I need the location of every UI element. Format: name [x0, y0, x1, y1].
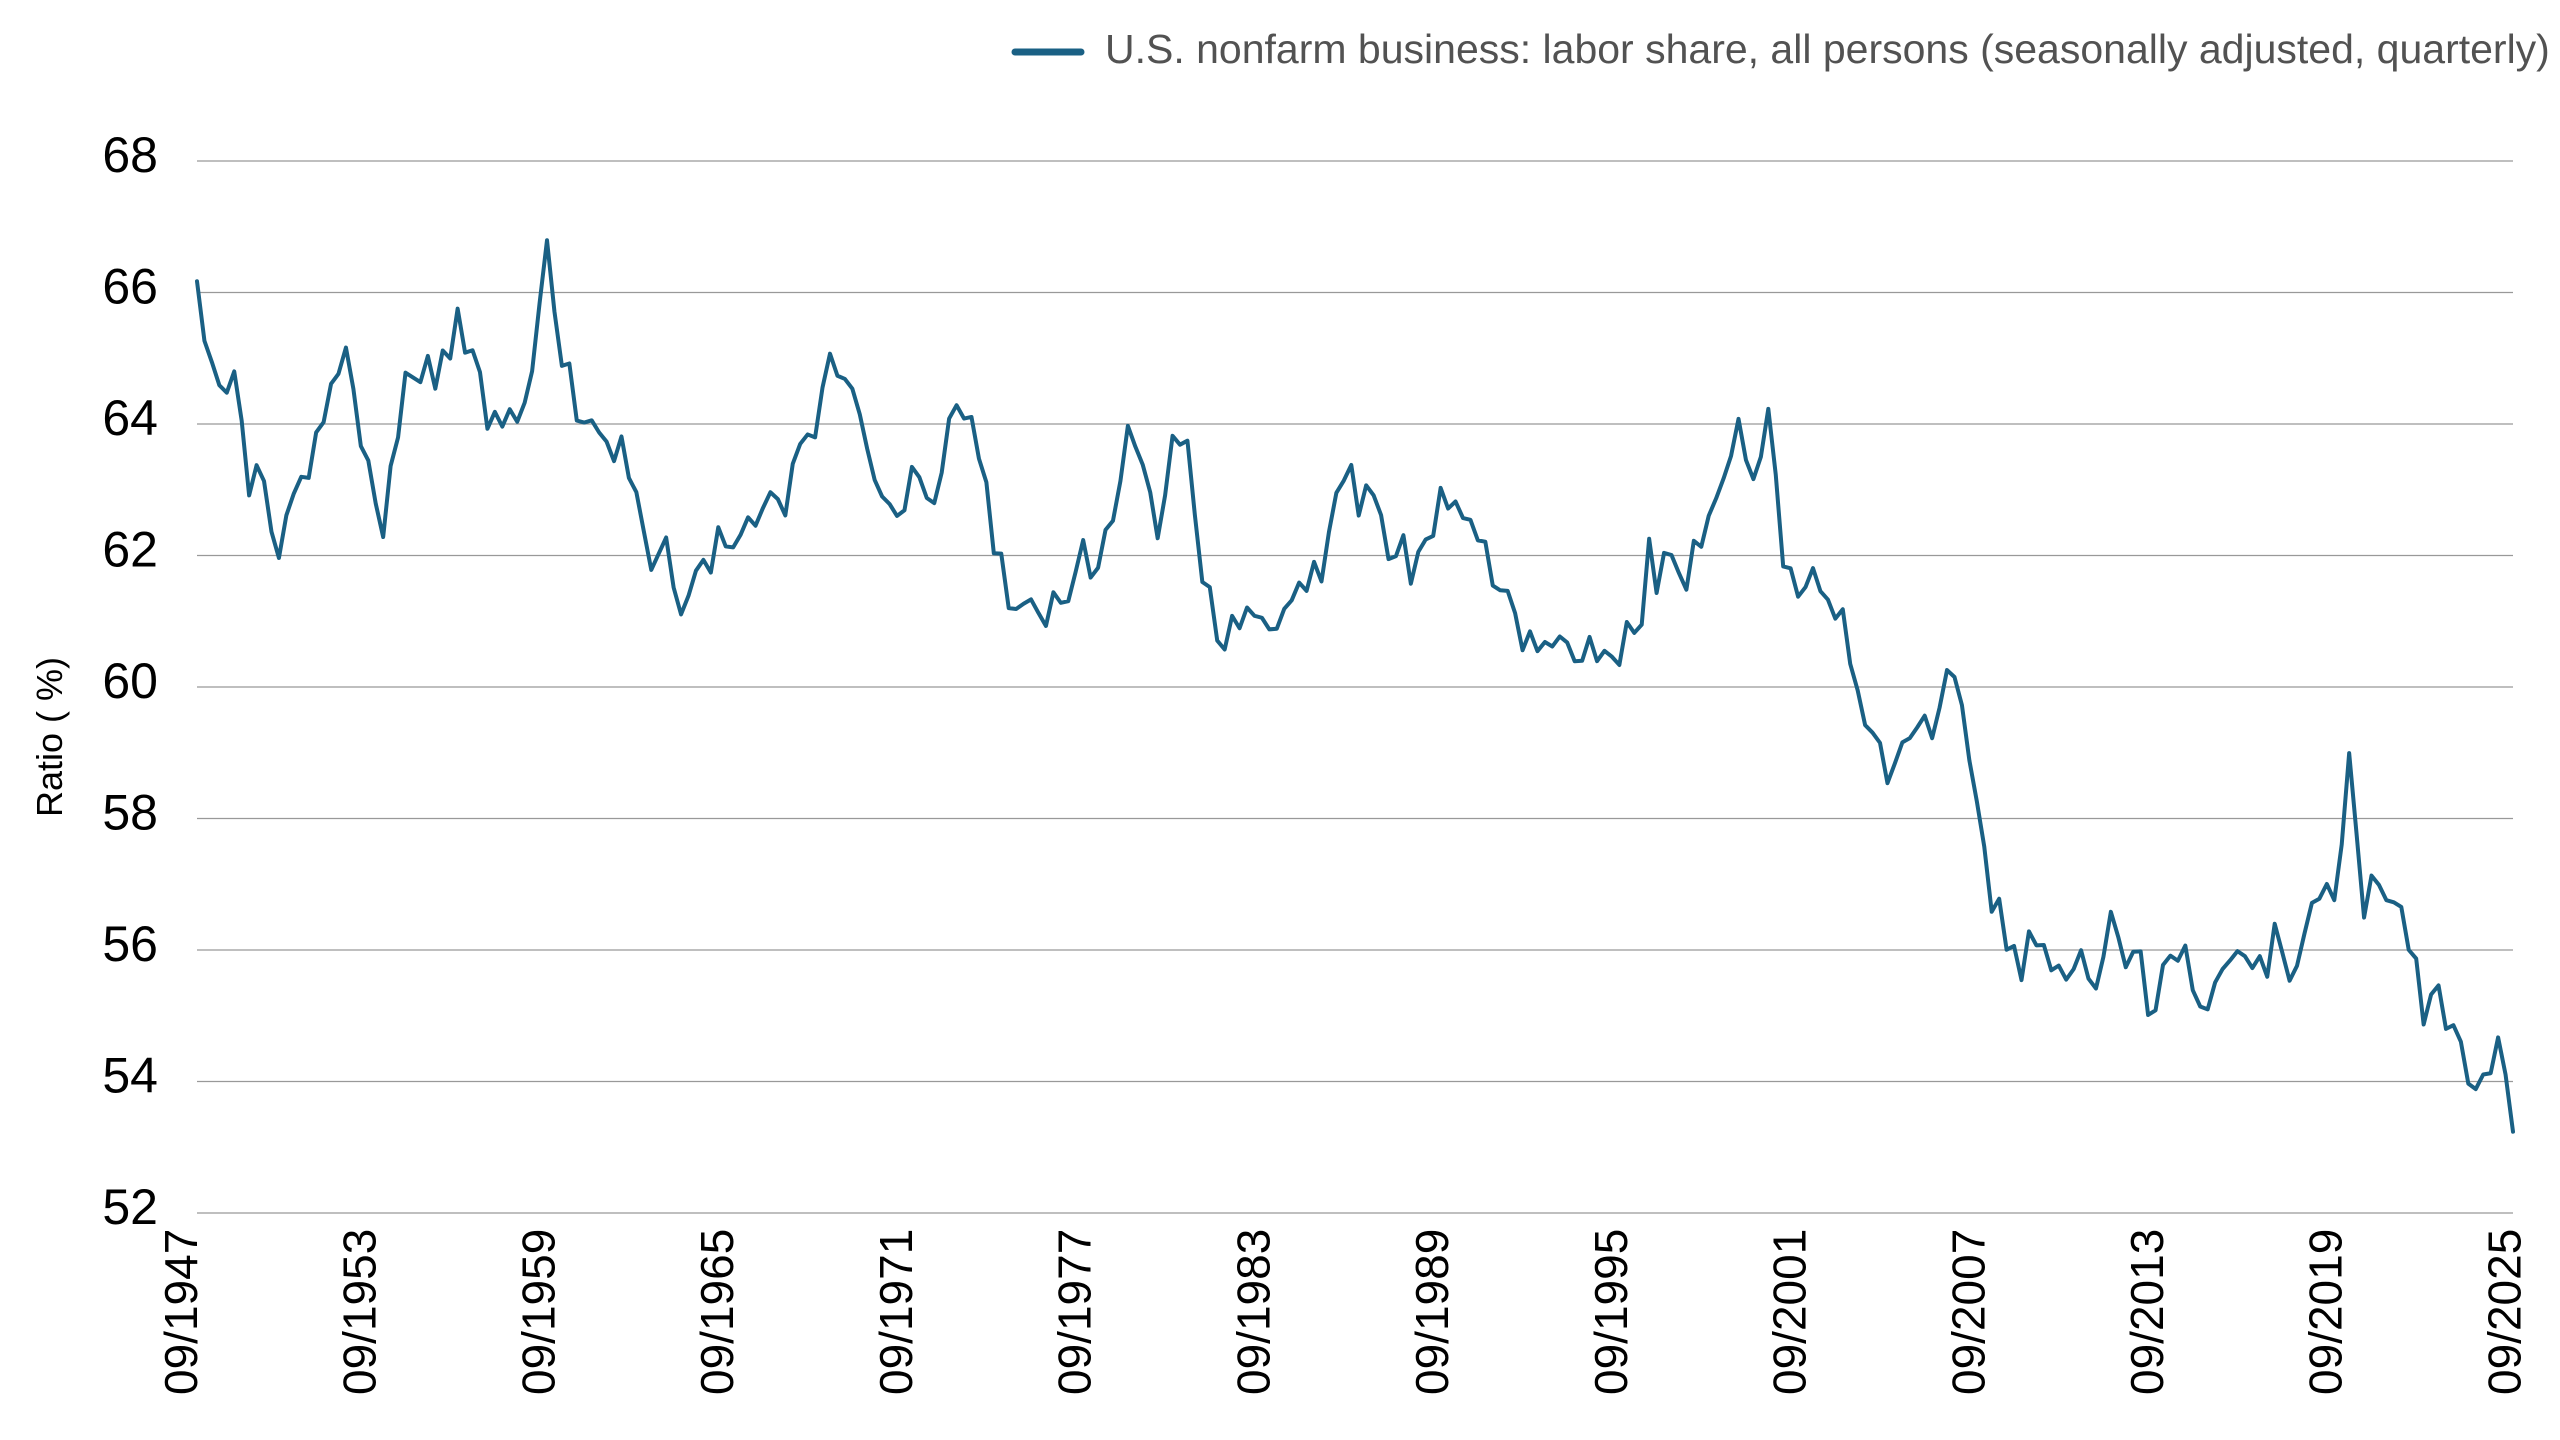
svg-text:09/1959: 09/1959: [513, 1229, 565, 1395]
svg-text:09/1953: 09/1953: [334, 1229, 386, 1395]
svg-text:09/1965: 09/1965: [691, 1229, 743, 1395]
svg-text:54: 54: [102, 1048, 158, 1104]
svg-text:09/1989: 09/1989: [1406, 1229, 1458, 1395]
svg-text:60: 60: [102, 653, 158, 709]
svg-text:66: 66: [102, 259, 158, 315]
svg-text:09/1971: 09/1971: [870, 1229, 922, 1395]
svg-text:09/1983: 09/1983: [1227, 1229, 1279, 1395]
svg-text:09/1977: 09/1977: [1049, 1229, 1101, 1395]
svg-text:09/2025: 09/2025: [2478, 1229, 2530, 1395]
svg-text:62: 62: [102, 522, 158, 578]
svg-text:52: 52: [102, 1179, 158, 1235]
svg-text:Ratio ( %): Ratio ( %): [29, 657, 70, 817]
svg-text:58: 58: [102, 785, 158, 841]
svg-text:09/1947: 09/1947: [155, 1229, 207, 1395]
svg-text:09/2013: 09/2013: [2121, 1229, 2173, 1395]
svg-text:09/2019: 09/2019: [2300, 1229, 2352, 1395]
svg-text:09/1995: 09/1995: [1585, 1229, 1637, 1395]
svg-text:09/2007: 09/2007: [1942, 1229, 1994, 1395]
svg-text:64: 64: [102, 390, 158, 446]
svg-text:56: 56: [102, 916, 158, 972]
svg-text:68: 68: [102, 127, 158, 183]
svg-text:09/2001: 09/2001: [1764, 1229, 1816, 1395]
svg-text:U.S. nonfarm business: labor s: U.S. nonfarm business: labor share, all …: [1105, 26, 2550, 72]
